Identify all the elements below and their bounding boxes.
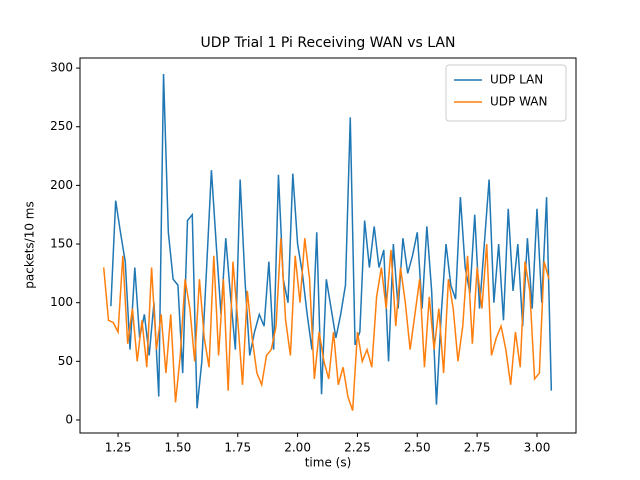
x-tick-label: 3.00 — [524, 441, 551, 455]
x-axis-label: time (s) — [305, 456, 352, 470]
y-tick-label: 50 — [58, 354, 73, 368]
legend-box — [445, 64, 567, 122]
y-tick-label: 150 — [50, 237, 73, 251]
y-tick-label: 100 — [50, 295, 73, 309]
x-tick-label: 2.00 — [284, 441, 311, 455]
y-tick-label: 200 — [50, 178, 73, 192]
y-axis-label: packets/10 ms — [23, 201, 37, 289]
data-line — [102, 238, 550, 411]
plot-frame — [79, 57, 577, 434]
x-tick-label: 2.75 — [464, 441, 491, 455]
legend-label: UDP LAN — [490, 73, 543, 87]
x-tick-label: 1.50 — [165, 441, 192, 455]
x-tick-label: 1.25 — [105, 441, 132, 455]
x-tick-label: 2.25 — [344, 441, 371, 455]
chart-title: UDP Trial 1 Pi Receiving WAN vs LAN — [201, 35, 456, 51]
legend-label: UDP WAN — [490, 95, 547, 109]
x-tick-label: 2.50 — [404, 441, 431, 455]
x-tick-label: 1.75 — [224, 441, 251, 455]
y-tick-label: 250 — [50, 119, 73, 133]
y-tick-label: 300 — [50, 61, 73, 75]
y-tick-label: 0 — [65, 412, 73, 426]
